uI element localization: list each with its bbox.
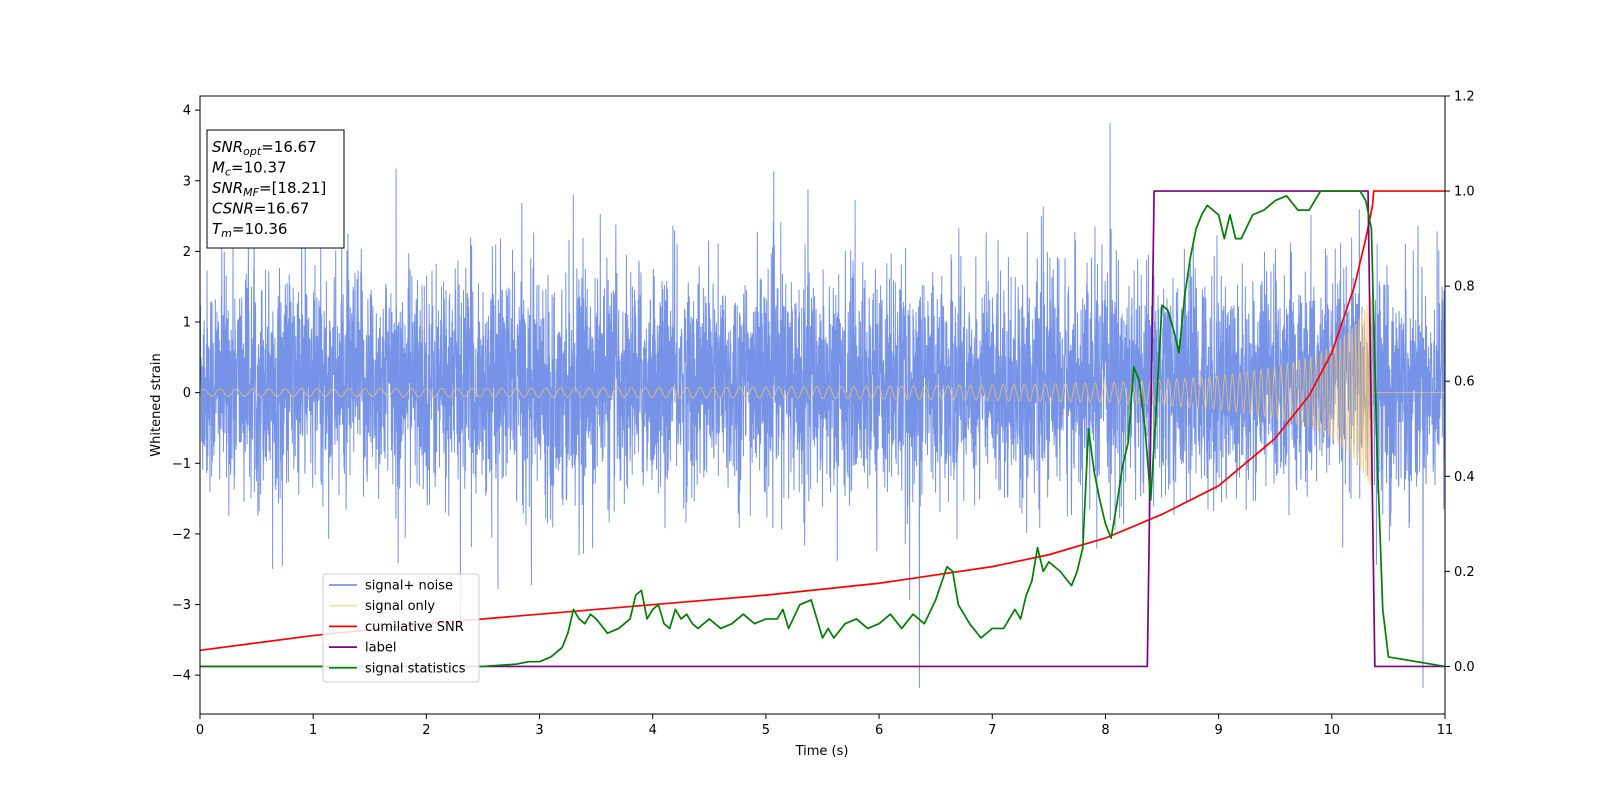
- annotation-symbol: SNR: [212, 138, 243, 156]
- annotation-subscript: m: [221, 227, 232, 240]
- plot-area: [200, 122, 1445, 688]
- x-tick-label: 10: [1324, 723, 1341, 738]
- annotation-line: SNRopt=16.67: [212, 138, 317, 158]
- x-tick-label: 5: [762, 723, 770, 738]
- y-left-tick-label: −1: [172, 457, 191, 472]
- x-tick-label: 11: [1437, 723, 1454, 738]
- annotation-symbol: SNR: [212, 179, 243, 197]
- x-tick-label: 2: [422, 723, 430, 738]
- legend-label: signal only: [365, 599, 435, 614]
- y-right-tick-label: 1.2: [1454, 90, 1475, 105]
- series-cumulative-snr-line: [200, 190, 1445, 652]
- annotation-symbol: T: [212, 220, 223, 238]
- annotation-symbol: CSNR: [212, 200, 254, 218]
- y-right-tick-label: 0.4: [1454, 470, 1475, 485]
- x-tick-label: 1: [309, 723, 317, 738]
- annotation-line: CSNR=16.67: [212, 200, 309, 218]
- x-tick-label: 6: [875, 723, 883, 738]
- annotation-value: =10.36: [232, 220, 288, 238]
- y-left-tick-label: 2: [183, 245, 191, 260]
- series-label-line: [200, 190, 1445, 668]
- series-signal-statistics-line: [200, 190, 1445, 668]
- legend-frame: [322, 573, 480, 683]
- annotation-line: SNRMF=[18.21]: [212, 179, 326, 199]
- annotation-subscript: c: [225, 166, 231, 179]
- y-right-tick-label: 0.0: [1454, 660, 1475, 675]
- annotation-line: Mc=10.37: [212, 159, 287, 179]
- x-axis-label: Time (s): [795, 744, 849, 759]
- axes: 0 1 2 3 4 5 6 7 8 9 10 11 −4 −3 −2 −1 0 1 2 3 4 0.0 0.2 0.4 0.6 0…: [172, 90, 1475, 739]
- y-right-tick-label: 0.6: [1454, 375, 1475, 390]
- legend-label: signal+ noise: [365, 579, 453, 594]
- x-tick-label: 9: [1214, 723, 1222, 738]
- annotation-frame: [206, 129, 345, 249]
- y-axis-label: Whitened strain: [149, 353, 164, 456]
- y-left-tick-label: −2: [172, 527, 191, 542]
- axes-frame: [199, 95, 1446, 715]
- annotation-line: Tm=10.36: [212, 220, 287, 240]
- annotation-value: =10.37: [231, 159, 287, 177]
- y-left-tick-label: 1: [183, 316, 191, 331]
- y-left-tick-label: 4: [183, 104, 191, 119]
- annotation-value: =16.67: [261, 138, 317, 156]
- annotation-value: =[18.21]: [259, 179, 326, 197]
- legend-label: signal statistics: [365, 661, 466, 676]
- y-left-tick-label: −3: [172, 598, 191, 613]
- annotation-value: =16.67: [254, 200, 310, 218]
- x-tick-label: 8: [1101, 723, 1109, 738]
- y-right-tick-label: 1.0: [1454, 185, 1475, 200]
- annotation-box: SNRopt=16.67Mc=10.37SNRMF=[18.21]CSNR=16…: [206, 129, 345, 249]
- x-tick-label: 4: [649, 723, 657, 738]
- y-right-tick-label: 0.8: [1454, 280, 1475, 295]
- x-tick-label: 3: [535, 723, 543, 738]
- y-left-tick-label: 0: [183, 386, 191, 401]
- x-tick-label: 0: [196, 723, 204, 738]
- y-left-tick-label: −4: [172, 669, 191, 684]
- y-right-tick-label: 0.2: [1454, 565, 1475, 580]
- series-signal-noise-line: [200, 122, 1445, 688]
- y-left-tick-label: 3: [183, 174, 191, 189]
- legend-label: label: [365, 641, 396, 656]
- series-signal-only-line: [200, 295, 1445, 491]
- annotation-subscript: opt: [243, 145, 262, 158]
- annotation-symbol: M: [212, 159, 225, 177]
- x-tick-label: 7: [988, 723, 996, 738]
- legend: signal+ noise signal only cumilative SNR la…: [322, 573, 480, 683]
- legend-label: cumilative SNR: [365, 620, 464, 635]
- annotation-subscript: MF: [243, 186, 259, 199]
